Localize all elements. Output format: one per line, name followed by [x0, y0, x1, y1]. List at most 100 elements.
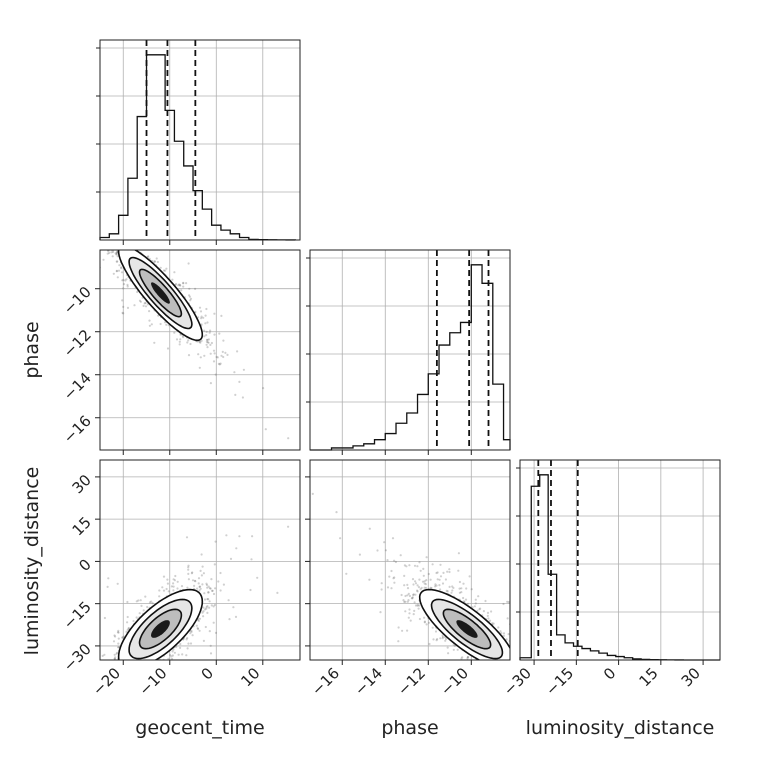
scatter-geocent-time-vs-luminosity-distance-point-897 — [203, 592, 206, 595]
scatter-phase-vs-luminosity-distance-point-161 — [506, 617, 509, 620]
scatter-geocent-time-vs-phase-point-1343 — [206, 338, 209, 342]
scatter-geocent-time-vs-phase-point-140 — [142, 304, 145, 307]
scatter-phase-vs-luminosity-distance-point-756 — [401, 629, 404, 632]
scatter-geocent-time-vs-phase-point-609 — [95, 242, 97, 244]
scatter-phase-vs-luminosity-distance-point-1056 — [451, 585, 454, 588]
x-axis-label-geocent-time: geocent_time — [135, 717, 264, 739]
scatter-geocent-time-vs-phase-point-1105 — [146, 303, 149, 306]
scatter-geocent-time-vs-luminosity-distance-point-260 — [144, 666, 146, 668]
scatter-geocent-time-vs-phase-point-980 — [32, 173, 34, 175]
scatter-geocent-time-vs-phase-point-896 — [262, 387, 265, 390]
scatter-phase-vs-luminosity-distance-point-231 — [529, 690, 531, 692]
scatter-phase-vs-luminosity-distance-point-1121 — [451, 589, 454, 592]
scatter-geocent-time-vs-luminosity-distance-point-410 — [205, 606, 208, 609]
scatter-geocent-time-vs-luminosity-distance-point-371 — [202, 615, 205, 618]
scatter-geocent-time-vs-phase-point-781 — [177, 284, 180, 287]
scatter-geocent-time-vs-phase-point-1356 — [118, 264, 121, 267]
scatter-geocent-time-vs-luminosity-distance-point-258 — [186, 586, 189, 589]
scatter-geocent-time-vs-luminosity-distance-point-1337 — [174, 667, 176, 669]
scatter-phase-vs-luminosity-distance-point-962 — [501, 660, 503, 662]
scatter-geocent-time-vs-phase-point-1029 — [179, 284, 182, 287]
scatter-geocent-time-vs-phase-point-386 — [156, 260, 159, 264]
scatter-geocent-time-vs-phase-point-1360 — [194, 310, 197, 313]
scatter-phase-vs-luminosity-distance-point-220 — [476, 609, 479, 613]
scatter-phase-vs-luminosity-distance-point-945 — [425, 556, 428, 559]
hist-luminosity-distance-xtick-label-0: −30 — [500, 664, 535, 699]
scatter-geocent-time-vs-luminosity-distance-point-249 — [212, 592, 216, 596]
scatter-geocent-time-vs-luminosity-distance-point-917 — [131, 726, 133, 728]
scatter-phase-vs-luminosity-distance-point-1000 — [434, 630, 438, 633]
scatter-geocent-time-vs-phase-point-1022 — [218, 363, 221, 366]
scatter-geocent-time-vs-luminosity-distance-point-938 — [134, 680, 136, 682]
scatter-geocent-time-vs-luminosity-distance-point-587 — [191, 579, 195, 582]
scatter-geocent-time-vs-phase-point-189 — [46, 154, 48, 156]
scatter-geocent-time-vs-luminosity-distance-point-471 — [186, 647, 189, 650]
hist-phase-panel — [306, 249, 511, 455]
scatter-geocent-time-vs-phase-point-490 — [171, 278, 174, 281]
scatter-geocent-time-vs-luminosity-distance-point-252 — [116, 582, 119, 585]
scatter-geocent-time-vs-luminosity-distance-point-91 — [97, 657, 99, 659]
scatter-geocent-time-vs-luminosity-distance-point-1188 — [201, 583, 204, 586]
scatter-geocent-time-vs-phase-point-667 — [210, 341, 213, 345]
scatter-geocent-time-vs-luminosity-distance-point-413 — [128, 672, 130, 674]
scatter-geocent-time-vs-phase-point-448 — [83, 196, 85, 198]
scatter-geocent-time-vs-phase-point-161 — [185, 282, 188, 285]
scatter-geocent-time-vs-phase-point-556 — [200, 339, 203, 342]
scatter-geocent-time-vs-luminosity-distance-ytick-label-4: 30 — [69, 471, 95, 497]
scatter-geocent-time-vs-phase-point-647 — [115, 230, 117, 232]
scatter-geocent-time-vs-luminosity-distance-point-112 — [232, 606, 235, 609]
scatter-geocent-time-vs-phase-point-49 — [104, 234, 106, 236]
scatter-geocent-time-vs-phase-point-63 — [124, 279, 127, 282]
scatter-phase-vs-luminosity-distance-point-664 — [482, 677, 484, 679]
scatter-phase-vs-luminosity-distance-point-596 — [499, 674, 501, 676]
scatter-geocent-time-vs-luminosity-distance-point-1000 — [114, 635, 117, 638]
scatter-geocent-time-vs-phase-point-1057 — [122, 287, 125, 290]
scatter-geocent-time-vs-luminosity-distance-point-266 — [217, 580, 220, 583]
scatter-phase-vs-luminosity-distance-point-402 — [421, 580, 425, 583]
scatter-phase-vs-luminosity-distance-point-0 — [488, 700, 490, 702]
scatter-phase-vs-luminosity-distance-point-716 — [494, 670, 496, 672]
scatter-phase-vs-luminosity-distance-point-825 — [435, 584, 438, 587]
scatter-phase-vs-luminosity-distance-point-74 — [429, 586, 432, 590]
scatter-phase-vs-luminosity-distance-point-836 — [414, 580, 417, 583]
scatter-phase-vs-luminosity-distance-point-513 — [490, 686, 492, 688]
scatter-geocent-time-vs-phase-point-363 — [125, 278, 128, 281]
scatter-geocent-time-vs-phase-panel: −16 −14 −12 −10 — [32, 154, 301, 455]
scatter-phase-vs-luminosity-distance-point-854 — [408, 564, 411, 567]
scatter-geocent-time-vs-luminosity-distance-point-175 — [80, 674, 82, 676]
scatter-geocent-time-vs-phase-point-1134 — [93, 217, 95, 219]
scatter-phase-vs-luminosity-distance-point-817 — [416, 584, 419, 587]
scatter-phase-vs-luminosity-distance-point-532 — [424, 583, 427, 586]
scatter-phase-vs-luminosity-distance-point-741 — [516, 642, 518, 644]
scatter-geocent-time-vs-luminosity-distance-point-1020 — [197, 627, 200, 631]
scatter-geocent-time-vs-luminosity-distance-point-434 — [139, 599, 142, 602]
scatter-phase-vs-luminosity-distance-point-879 — [512, 663, 514, 665]
scatter-phase-vs-luminosity-distance-point-196 — [513, 631, 515, 633]
scatter-geocent-time-vs-phase-point-811 — [114, 252, 117, 255]
scatter-phase-vs-luminosity-distance-point-833 — [405, 565, 408, 568]
scatter-geocent-time-vs-luminosity-distance-point-693 — [170, 657, 174, 660]
scatter-phase-vs-luminosity-distance-point-612 — [409, 619, 412, 622]
scatter-geocent-time-vs-phase-point-772 — [144, 305, 148, 308]
scatter-geocent-time-vs-luminosity-distance-point-1281 — [158, 595, 161, 598]
scatter-geocent-time-vs-phase-point-1196 — [165, 323, 168, 326]
scatter-phase-vs-luminosity-distance-point-938 — [423, 620, 426, 623]
scatter-geocent-time-vs-phase-point-855 — [126, 245, 128, 247]
scatter-geocent-time-vs-phase-point-869 — [205, 330, 208, 333]
scatter-phase-vs-luminosity-distance-point-1190 — [545, 677, 547, 679]
scatter-geocent-time-vs-phase-point-893 — [194, 287, 197, 290]
scatter-geocent-time-vs-luminosity-distance-point-600 — [143, 673, 145, 675]
scatter-geocent-time-vs-phase-point-689 — [187, 354, 191, 357]
scatter-geocent-time-vs-luminosity-distance-point-302 — [149, 665, 151, 667]
scatter-phase-vs-luminosity-distance-point-1316 — [448, 568, 451, 571]
scatter-geocent-time-vs-phase-point-333 — [115, 253, 118, 256]
scatter-geocent-time-vs-phase-point-371 — [132, 235, 134, 237]
scatter-geocent-time-vs-phase-point-1176 — [105, 245, 107, 247]
x-axis-label-luminosity-distance: luminosity_distance — [526, 717, 715, 739]
scatter-geocent-time-vs-phase-point-252 — [214, 373, 217, 376]
scatter-phase-vs-luminosity-distance-point-1239 — [456, 648, 459, 651]
scatter-geocent-time-vs-luminosity-distance-ytick-label-2: 0 — [75, 556, 94, 575]
scatter-geocent-time-vs-phase-point-868 — [179, 338, 182, 341]
scatter-geocent-time-vs-phase-point-1211 — [153, 341, 156, 344]
scatter-phase-vs-luminosity-distance-point-1022 — [532, 703, 534, 705]
